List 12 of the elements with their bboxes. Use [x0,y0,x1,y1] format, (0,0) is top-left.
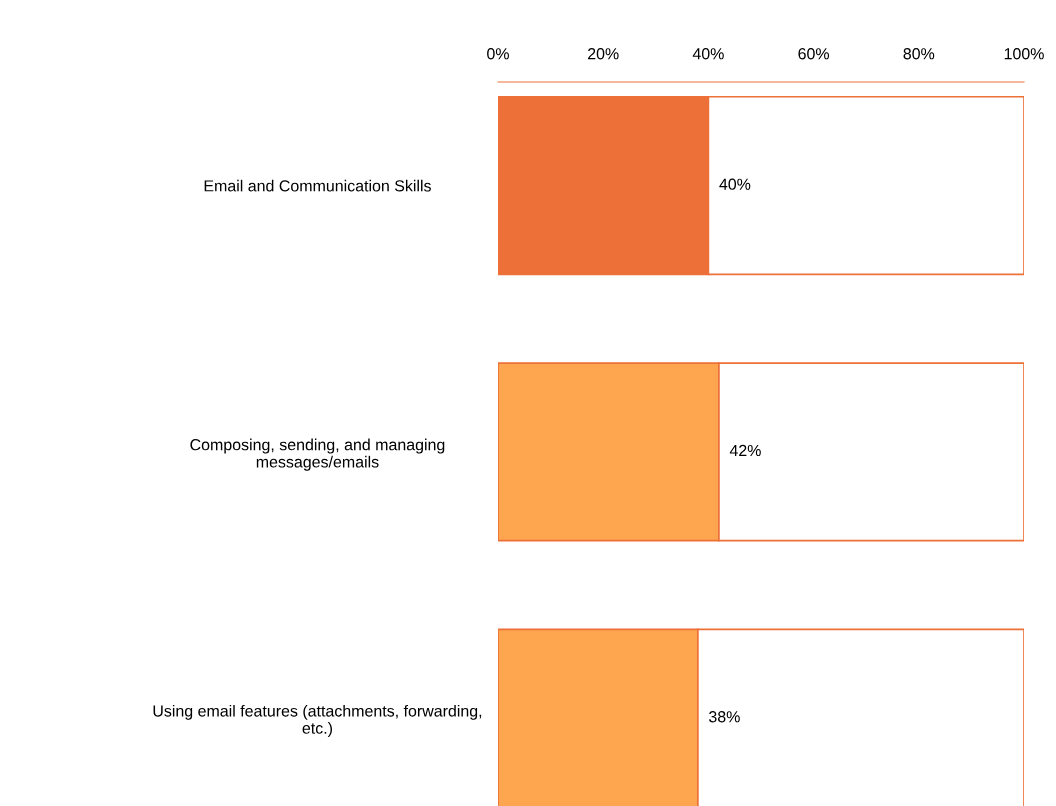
y-tick-label: Email and Communication Skills [204,179,431,192]
x-tick-label: 100% [1004,48,1044,60]
x-tick-label: 40% [692,48,724,60]
y-tick-label: Composing, sending, and managing messages/emails [190,438,445,471]
data-label: 42% [729,444,761,457]
x-tick-label: 60% [798,48,830,60]
x-tick-label: 20% [588,48,619,60]
x-tick-label: 0% [487,48,509,60]
data-label: 40% [719,178,751,190]
y-tick-label: Using email features (attachments, forwarding, etc.) [153,704,482,737]
data-label: 38% [709,711,740,723]
x-tick-label: 80% [903,48,935,60]
